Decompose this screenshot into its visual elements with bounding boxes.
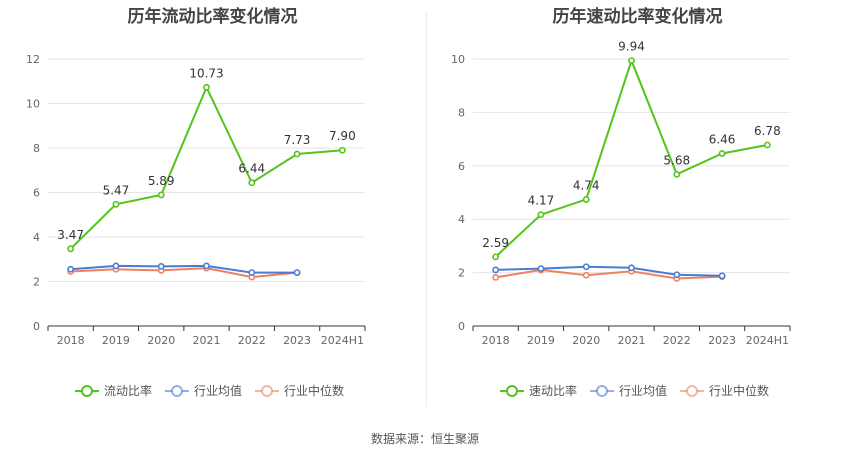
y-tick-label: 8 — [33, 142, 40, 155]
data-point — [67, 245, 75, 253]
data-label: 6.44 — [238, 162, 265, 176]
series-line — [70, 264, 298, 274]
y-tick-label: 4 — [33, 231, 40, 244]
series-line — [495, 265, 723, 277]
x-tick-label: 2023 — [708, 334, 736, 347]
data-label: 2.59 — [482, 236, 509, 250]
x-tick-label: 2020 — [572, 334, 600, 347]
x-tick-label: 2022 — [663, 334, 691, 347]
data-label: 5.89 — [148, 174, 175, 188]
y-tick-label: 0 — [458, 320, 465, 333]
chart-title: 历年流动比率变化情况 — [127, 7, 298, 27]
data-point — [203, 83, 210, 91]
data-point — [718, 150, 726, 157]
legend-marker — [506, 385, 518, 397]
data-point — [293, 269, 301, 276]
x-tick-label: 2021 — [193, 334, 221, 347]
data-point — [112, 200, 120, 208]
x-tick-label: 2020 — [147, 334, 175, 347]
y-tick-label: 8 — [458, 106, 465, 119]
data-label: 6.78 — [754, 124, 781, 138]
y-tick-label: 2 — [458, 267, 465, 280]
data-point — [628, 57, 635, 65]
y-tick-label: 6 — [33, 187, 40, 200]
x-tick-label: 2018 — [57, 334, 85, 347]
data-point — [248, 269, 256, 276]
x-tick-label: 2019 — [102, 334, 130, 347]
data-point — [718, 272, 726, 280]
data-point — [157, 191, 165, 199]
data-point — [537, 265, 545, 272]
data-label: 5.47 — [103, 183, 130, 197]
legend-label: 流动比率 — [104, 383, 152, 398]
data-point — [293, 150, 301, 158]
current-ratio-svg: 0 2 4 6 8 10 12 2018 2019 2020 2021 2022 2023 2024H1 3… — [26, 53, 366, 398]
x-tick-label: 2023 — [283, 334, 311, 347]
y-tick-label: 12 — [26, 53, 40, 66]
data-point — [582, 263, 590, 271]
data-point — [628, 264, 635, 272]
data-point — [157, 262, 165, 270]
data-label: 4.17 — [528, 194, 555, 208]
data-point — [112, 262, 120, 270]
data-point — [537, 211, 545, 219]
series-line — [495, 268, 723, 280]
x-tick-label: 2022 — [238, 334, 266, 347]
data-point — [203, 262, 210, 270]
data-label: 7.73 — [284, 133, 311, 147]
data-point — [492, 266, 500, 274]
data-point — [67, 265, 75, 273]
data-label: 6.46 — [709, 133, 736, 147]
data-label: 3.47 — [57, 228, 84, 242]
x-tick-label: 2024H1 — [746, 334, 789, 347]
y-tick-label: 2 — [33, 276, 40, 289]
data-point — [248, 179, 256, 187]
legend-label: 行业均值 — [619, 383, 667, 398]
y-tick-label: 4 — [458, 213, 465, 226]
quick-ratio-svg: 0 2 4 6 8 10 2018 2019 2020 2021 2022 2023 2024H1 2.5… — [451, 40, 791, 398]
panel-divider — [426, 12, 427, 407]
data-label: 7.90 — [329, 129, 356, 143]
data-point — [582, 196, 590, 203]
legend-label: 速动比率 — [529, 383, 577, 398]
legend-marker — [81, 385, 93, 397]
series-line — [494, 57, 768, 258]
y-tick-label: 10 — [451, 53, 465, 66]
quick-ratio-chart: 历年速动比率变化情况 0 2 4 6 8 10 2018 2019 2020 2021 2022 20… — [425, 0, 850, 420]
data-label: 9.94 — [618, 40, 645, 54]
x-tick-label: 2021 — [618, 334, 646, 347]
chart-title: 历年速动比率变化情况 — [552, 7, 723, 27]
data-point — [582, 271, 590, 279]
data-point — [492, 274, 500, 281]
legend-label: 行业中位数 — [709, 383, 769, 398]
legend-label: 行业均值 — [194, 383, 242, 398]
data-point — [763, 141, 771, 149]
x-tick-label: 2019 — [527, 334, 555, 347]
y-tick-label: 0 — [33, 320, 40, 333]
data-point — [338, 146, 346, 154]
data-point — [673, 271, 681, 279]
data-point — [492, 253, 500, 261]
data-label: 10.73 — [189, 66, 223, 80]
data-point — [673, 170, 681, 178]
data-source-note: 数据来源：恒生聚源 — [370, 432, 479, 446]
data-label: 5.68 — [663, 153, 690, 167]
y-tick-label: 10 — [26, 98, 40, 111]
legend-marker — [171, 385, 183, 397]
legend-label: 行业中位数 — [284, 383, 344, 398]
x-tick-label: 2018 — [482, 334, 510, 347]
series-line — [70, 267, 298, 279]
y-tick-label: 6 — [458, 160, 465, 173]
data-label: 4.74 — [573, 178, 600, 192]
legend-marker — [261, 385, 273, 397]
legend-marker — [686, 385, 698, 397]
x-tick-label: 2024H1 — [321, 334, 364, 347]
current-ratio-chart: 历年流动比率变化情况 0 2 4 6 8 10 12 2018 2019 2020 2021 2022… — [0, 0, 425, 420]
series-line — [69, 84, 343, 250]
legend-marker — [596, 385, 608, 397]
